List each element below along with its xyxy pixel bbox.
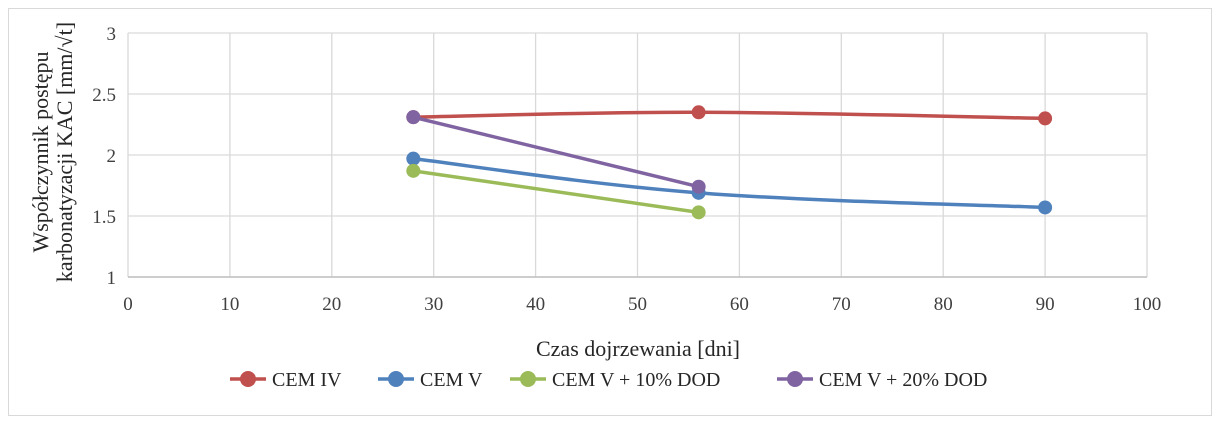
x-tick-label: 0 [123, 294, 133, 315]
x-tick-label: 80 [934, 294, 953, 315]
series-cem-v-10-dod [406, 163, 706, 220]
x-tick-labels: 0 10 20 30 40 50 60 70 80 90 100 [123, 294, 1161, 315]
x-tick-label: 30 [424, 294, 443, 315]
legend-item: CEM IV [230, 369, 342, 391]
data-point [691, 105, 706, 120]
chart-frame [8, 8, 1212, 416]
x-tick-label: 60 [730, 294, 749, 315]
legend-item: CEM V [378, 369, 483, 391]
legend: CEM IV CEM V CEM V + 10% DOD CEM V + 20% DO… [230, 369, 987, 391]
x-tick-label: 50 [628, 294, 647, 315]
gridlines [127, 32, 1148, 278]
data-point [691, 179, 706, 194]
legend-label: CEM V [420, 369, 483, 391]
y-tick-label: 2.5 [92, 85, 116, 106]
series-cem-v-20-dod [406, 110, 706, 194]
legend-swatch-marker [520, 371, 536, 387]
data-point [1038, 200, 1053, 215]
series-line [411, 110, 1047, 121]
x-tick-label: 90 [1036, 294, 1055, 315]
x-tick-label: 10 [220, 294, 239, 315]
x-axis-title: Czas dojrzewania [dni] [536, 336, 740, 361]
legend-swatch-marker [787, 371, 803, 387]
y-tick-label: 1 [107, 268, 117, 289]
y-axis-title-line-1: Współczynnik postępu [28, 51, 53, 252]
data-point [406, 110, 421, 125]
data-point [406, 163, 421, 178]
legend-item: CEM V + 20% DOD [777, 369, 987, 391]
legend-swatch-marker [240, 371, 256, 387]
y-tick-label: 1.5 [92, 207, 116, 228]
y-tick-label: 2 [107, 146, 117, 167]
y-tick-labels: 1 1.5 2 2.5 3 [92, 24, 116, 289]
series-line [411, 169, 701, 215]
series-group [406, 105, 1053, 220]
legend-item: CEM V + 10% DOD [510, 369, 720, 391]
data-point [1038, 111, 1053, 126]
data-point [406, 151, 421, 166]
legend-label: CEM V + 10% DOD [552, 369, 720, 391]
series-line [411, 115, 701, 189]
data-point [691, 205, 706, 220]
y-axis-title-line-2: karbonatyzacji KAC [mm/√t] [52, 22, 77, 282]
series-cem-iv [406, 105, 1053, 126]
legend-swatch-marker [388, 371, 404, 387]
x-tick-label: 40 [526, 294, 545, 315]
x-tick-label: 20 [322, 294, 341, 315]
x-tick-label: 70 [832, 294, 851, 315]
legend-label: CEM V + 20% DOD [819, 369, 987, 391]
x-tick-label: 100 [1133, 294, 1162, 315]
y-tick-label: 3 [107, 24, 117, 45]
legend-label: CEM IV [272, 369, 342, 391]
y-axis-title: Współczynnik postępu karbonatyzacji KAC … [28, 22, 77, 282]
